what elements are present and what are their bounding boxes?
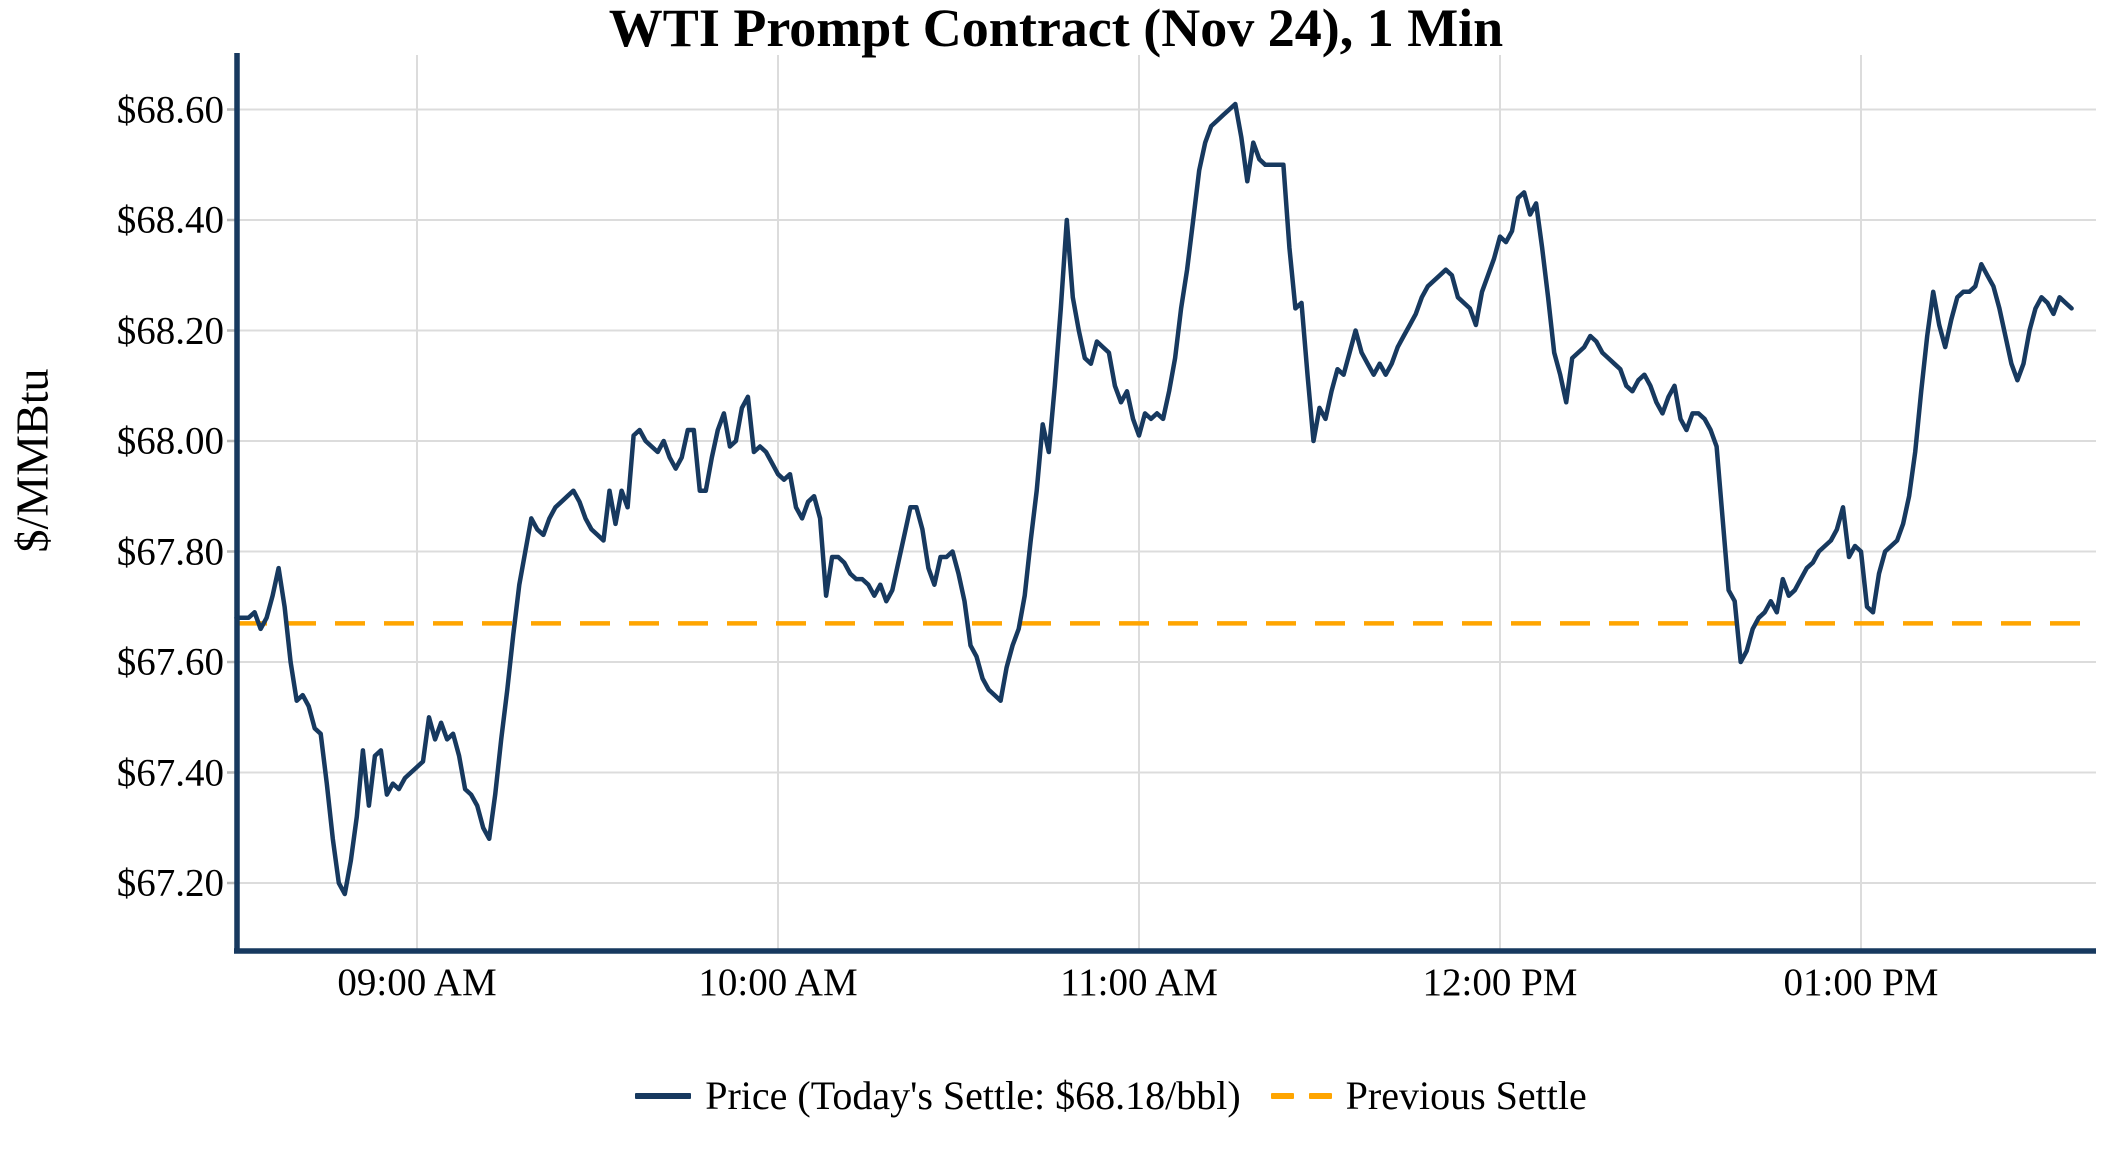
y-tick-label: $68.00 [116, 419, 224, 463]
y-tick-label: $67.60 [116, 640, 224, 684]
x-tick-label: 09:00 AM [337, 961, 497, 1004]
price-line-swatch [635, 1092, 692, 1099]
legend-previous-settle-label: Previous Settle [1345, 1073, 1587, 1118]
y-tick-label: $67.40 [116, 751, 224, 794]
y-tick-label: $67.20 [116, 861, 224, 905]
chart-title: WTI Prompt Contract (Nov 24), 1 Min [608, 0, 1504, 58]
x-tick-label: 11:00 AM [1060, 961, 1218, 1004]
x-tick-label: 01:00 PM [1783, 961, 1939, 1004]
y-tick-label: $67.80 [116, 530, 224, 573]
legend: Price (Today's Settle: $68.18/bbl) Previ… [55, 1072, 2112, 1119]
previous-settle-swatch [1270, 1092, 1332, 1099]
price-line [234, 101, 2074, 897]
x-tick-label: 10:00 AM [698, 961, 858, 1004]
y-tick-label: $68.40 [116, 198, 224, 242]
x-tick-label: 12:00 PM [1422, 961, 1578, 1004]
legend-price-label: Price (Today's Settle: $68.18/bbl) [705, 1073, 1241, 1118]
y-tick-label: $68.20 [116, 309, 224, 352]
y-tick-label: $68.60 [116, 88, 224, 131]
